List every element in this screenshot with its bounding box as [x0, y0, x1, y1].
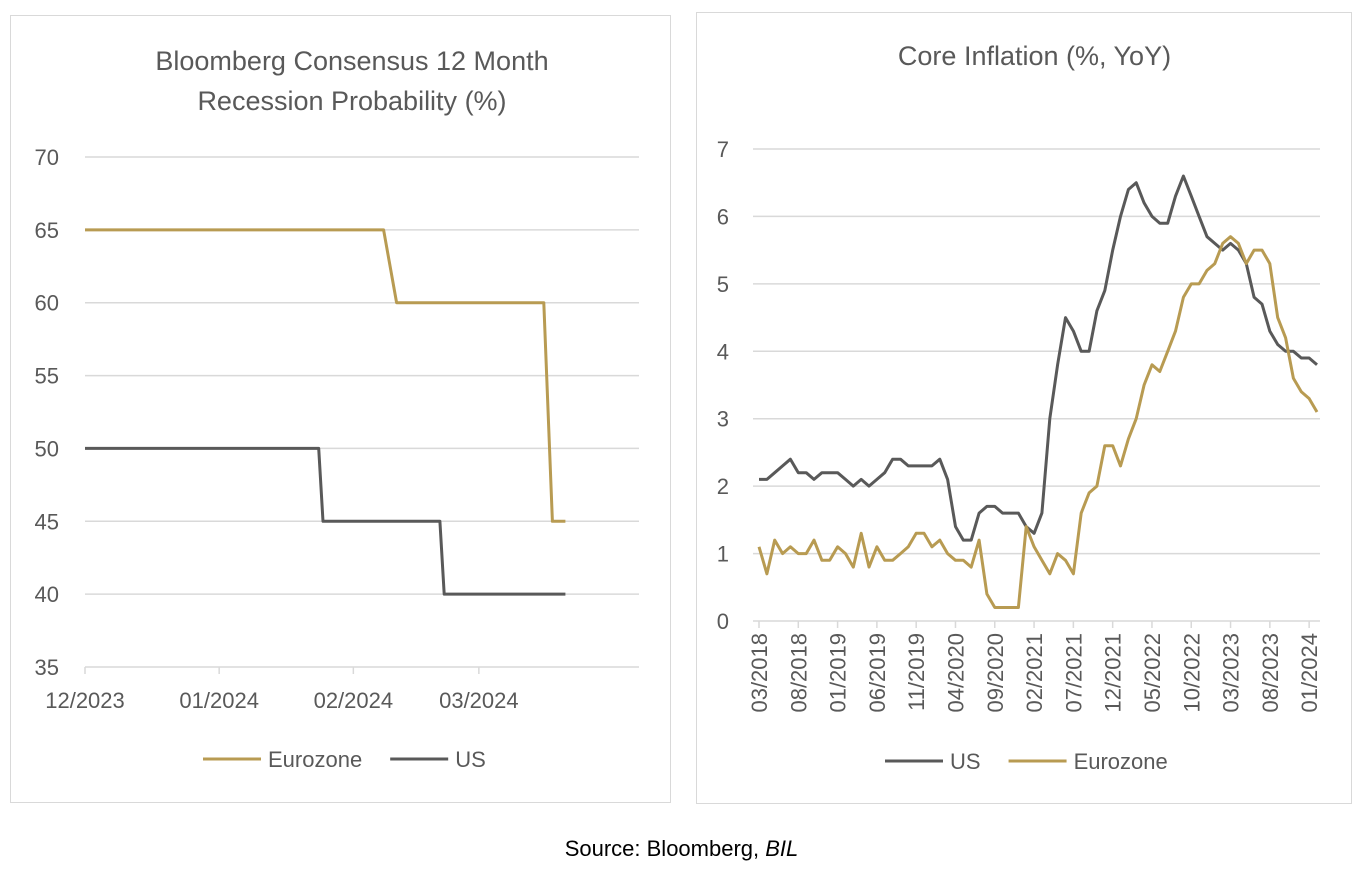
series-line-us: [759, 174, 1318, 542]
x-tick-label: 01/2019: [826, 633, 851, 713]
legend-label-us: US: [950, 749, 981, 774]
y-tick-label: 35: [35, 655, 59, 680]
x-tick-label: 10/2022: [1179, 633, 1204, 713]
source-note: Source: Bloomberg, BIL: [0, 836, 1363, 862]
recession-probability-chart: Bloomberg Consensus 12 Month Recession Pr…: [10, 15, 671, 803]
y-tick-label: 0: [717, 609, 729, 634]
x-tick-label: 03/2018: [747, 633, 772, 713]
x-tick-label: 02/2021: [1022, 633, 1047, 713]
chart-title-line: Bloomberg Consensus 12 Month: [155, 46, 548, 76]
x-tick-label: 03/2024: [439, 688, 519, 713]
y-tick-label: 40: [35, 582, 59, 607]
chart-title: Core Inflation (%, YoY): [898, 41, 1171, 71]
y-tick-label: 2: [717, 474, 729, 499]
y-tick-label: 45: [35, 509, 59, 534]
x-tick-label: 08/2018: [786, 633, 811, 713]
x-tick-label: 11/2019: [904, 633, 929, 711]
x-tick-label: 09/2020: [983, 633, 1008, 713]
x-tick-label: 01/2024: [179, 688, 259, 713]
y-tick-label: 3: [717, 407, 729, 432]
source-emphasis: BIL: [765, 836, 799, 861]
y-tick-label: 1: [717, 542, 729, 567]
legend-label-eurozone: Eurozone: [268, 747, 362, 772]
series-line-eurozone: [757, 235, 1319, 609]
x-tick-label: 08/2023: [1258, 633, 1283, 713]
y-tick-label: 65: [35, 218, 59, 243]
x-tick-label: 02/2024: [314, 688, 394, 713]
series-line-us: [85, 446, 566, 596]
x-tick-label: 03/2023: [1219, 633, 1244, 713]
y-tick-label: 60: [35, 291, 59, 316]
recession-probability-plot: Bloomberg Consensus 12 Month Recession Pr…: [35, 46, 639, 772]
x-tick-label: 07/2021: [1061, 633, 1086, 713]
x-tick-label: 05/2022: [1140, 633, 1165, 713]
x-tick-label: 04/2020: [944, 633, 969, 713]
core-inflation-chart: Core Inflation (%, YoY) 0 1 2 3 4 5 6 7 03/2018 08…: [696, 12, 1352, 804]
y-tick-label: 55: [35, 364, 59, 389]
legend-label-eurozone: Eurozone: [1074, 749, 1168, 774]
y-tick-label: 6: [717, 204, 729, 229]
series-line-eurozone: [85, 228, 566, 523]
x-tick-label: 12/2021: [1101, 633, 1126, 713]
y-tick-label: 70: [35, 145, 59, 170]
y-tick-label: 4: [717, 339, 729, 364]
source-prefix: Source: Bloomberg,: [564, 836, 766, 861]
y-tick-label: 50: [35, 436, 59, 461]
y-tick-label: 7: [717, 137, 729, 162]
x-tick-label: 12/2023: [45, 688, 125, 713]
x-tick-label: 06/2019: [865, 633, 890, 713]
legend-label-us: US: [455, 747, 486, 772]
chart-title-line: Recession Probability (%): [197, 86, 506, 116]
y-tick-label: 5: [717, 272, 729, 297]
x-tick-label: 01/2024: [1297, 633, 1322, 713]
core-inflation-plot: Core Inflation (%, YoY) 0 1 2 3 4 5 6 7 03/2018 08…: [717, 41, 1322, 774]
